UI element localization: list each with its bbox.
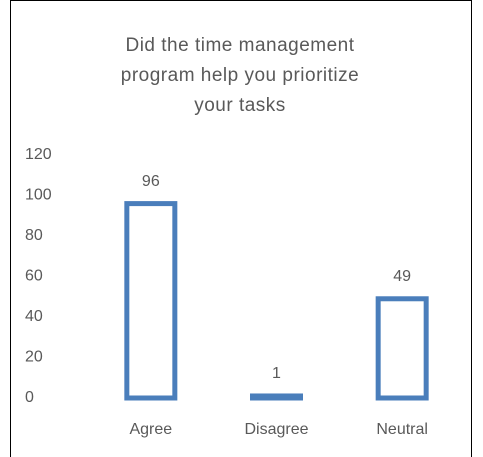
bar — [375, 296, 429, 401]
data-label: 49 — [393, 268, 411, 285]
data-label: 1 — [272, 365, 281, 382]
x-tick-label: Agree — [129, 421, 172, 438]
y-tick-label: 80 — [25, 227, 43, 244]
chart-title: Did the time management program help you … — [121, 35, 359, 116]
bar — [250, 393, 303, 401]
y-tick-label: 120 — [25, 146, 52, 163]
x-tick-label: Neutral — [376, 421, 428, 438]
x-tick-label: Disagree — [244, 421, 308, 438]
bar — [124, 201, 178, 401]
y-tick-label: 40 — [25, 308, 43, 325]
y-tick-label: 60 — [25, 268, 43, 285]
y-tick-label: 0 — [25, 389, 34, 406]
y-tick-label: 20 — [25, 349, 43, 366]
y-tick-label: 100 — [25, 187, 52, 204]
data-label: 96 — [142, 173, 160, 190]
